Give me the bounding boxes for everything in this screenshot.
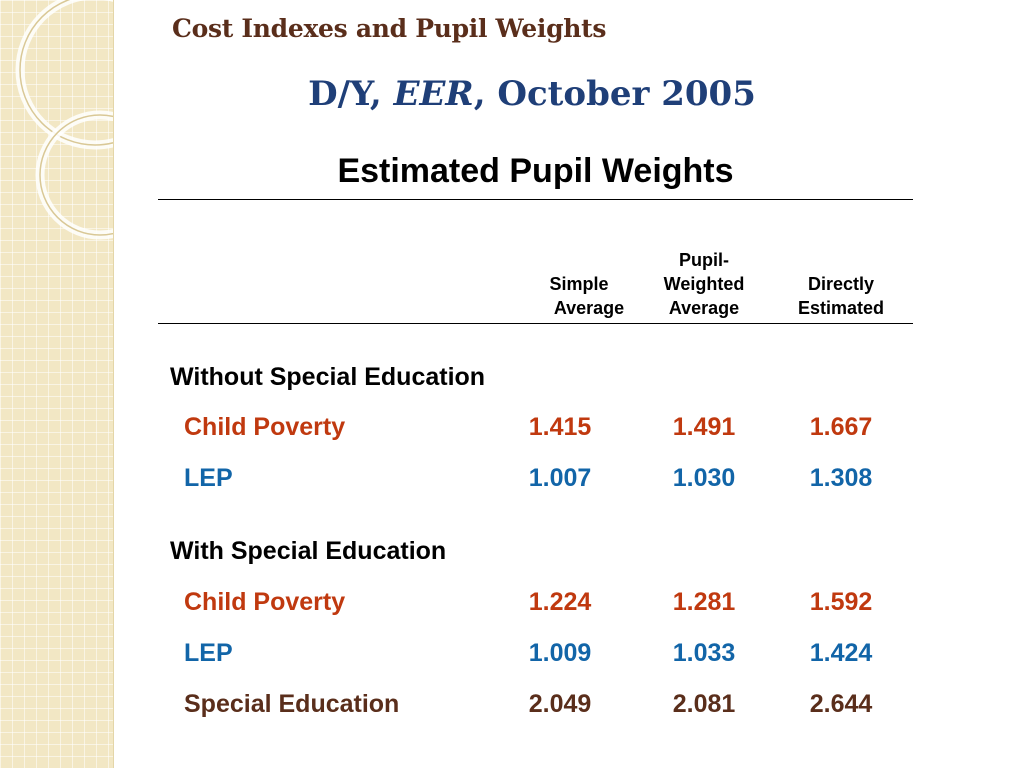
column-header-directly-estimated: Directly Estimated: [776, 250, 906, 320]
cell-simple-average: 1.224: [528, 588, 592, 616]
cell-directly-estimated: 1.308: [809, 464, 873, 492]
column-header-line: Pupil-: [679, 250, 729, 270]
column-header-line: Estimated: [797, 298, 885, 318]
cell-directly-estimated: 1.592: [809, 588, 873, 616]
cell-simple-average: 1.415: [528, 413, 592, 441]
cell-pupil-weighted-average: 2.081: [672, 690, 736, 718]
column-header-line: Weighted: [663, 274, 745, 294]
column-header-line: Average: [668, 298, 740, 318]
slide-subtitle: D/Y, EER, October 2005: [0, 74, 1024, 114]
table-heading: Estimated Pupil Weights: [337, 152, 734, 190]
group-label-without-special-education: Without Special Education: [170, 363, 486, 391]
slide-title: Cost Indexes and Pupil Weights: [172, 14, 607, 43]
cell-directly-estimated: 1.424: [809, 639, 873, 667]
table-row: LEP 1.009 1.033 1.424: [0, 639, 1024, 673]
row-label: Special Education: [184, 690, 400, 718]
table-row: LEP 1.007 1.030 1.308: [0, 464, 1024, 498]
row-label: LEP: [184, 464, 233, 492]
decorative-rings-graphic: [15, 0, 113, 240]
column-header-pupil-weighted-average: Pupil- Weighted Average: [639, 250, 769, 320]
subtitle-emphasis: EER: [393, 74, 474, 114]
decorative-side-panel: [0, 0, 114, 768]
table-top-rule: [158, 199, 913, 200]
cell-simple-average: 2.049: [528, 690, 592, 718]
column-header-simple-average: Simple Average: [514, 250, 644, 320]
group-label-with-special-education: With Special Education: [170, 537, 447, 565]
cell-pupil-weighted-average: 1.033: [672, 639, 736, 667]
table-header-rule: [158, 323, 913, 324]
cell-simple-average: 1.007: [528, 464, 592, 492]
row-label: LEP: [184, 639, 233, 667]
column-header-line: Average: [553, 298, 625, 318]
table-row: Special Education 2.049 2.081 2.644: [0, 690, 1024, 724]
column-header-line: Directly: [807, 274, 875, 294]
cell-directly-estimated: 1.667: [809, 413, 873, 441]
column-header-line: Simple: [549, 274, 609, 294]
subtitle-suffix: , October 2005: [473, 74, 756, 114]
row-label: Child Poverty: [184, 413, 346, 441]
table-row: Child Poverty 1.415 1.491 1.667: [0, 413, 1024, 447]
cell-pupil-weighted-average: 1.491: [672, 413, 736, 441]
cell-pupil-weighted-average: 1.281: [672, 588, 736, 616]
cell-directly-estimated: 2.644: [809, 690, 873, 718]
cell-simple-average: 1.009: [528, 639, 592, 667]
table-row: Child Poverty 1.224 1.281 1.592: [0, 588, 1024, 622]
subtitle-prefix: D/Y,: [308, 74, 394, 114]
row-label: Child Poverty: [184, 588, 346, 616]
cell-pupil-weighted-average: 1.030: [672, 464, 736, 492]
